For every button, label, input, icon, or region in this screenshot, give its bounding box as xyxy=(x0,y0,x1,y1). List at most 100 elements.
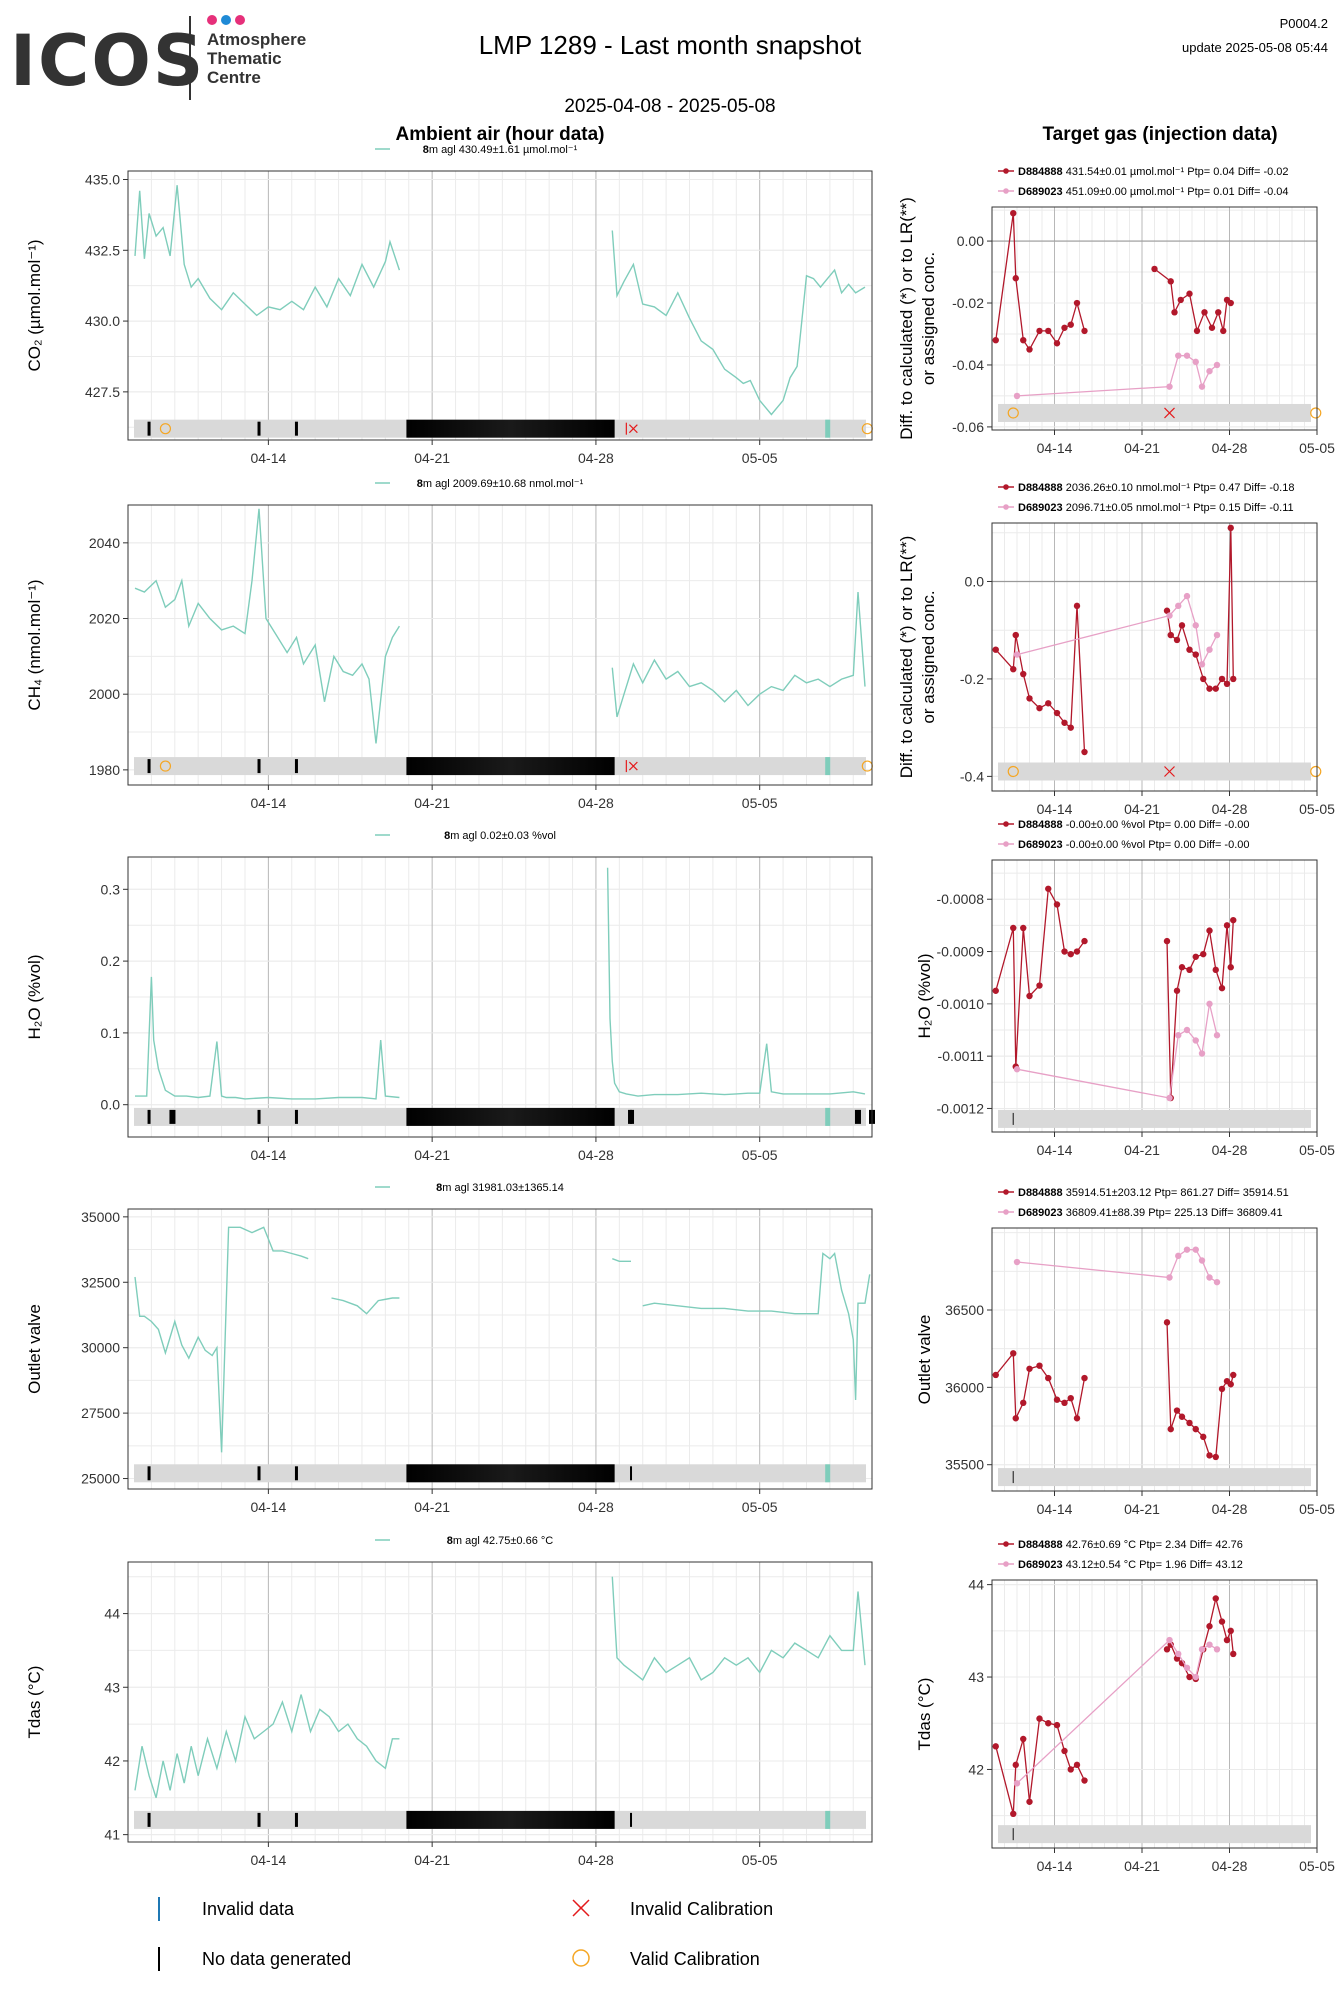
data-point-d884888 xyxy=(1215,309,1222,316)
valve-ambient-line xyxy=(331,1297,400,1315)
status-bar xyxy=(998,762,1311,781)
legend-swatch-dot xyxy=(1003,1209,1009,1215)
valid-cal-mark xyxy=(1007,407,1019,419)
legend-swatch-dot xyxy=(1003,821,1009,827)
data-point-d884888 xyxy=(1192,651,1199,658)
logo-subtitle: Atmosphere Thematic Centre xyxy=(207,30,306,87)
y-tick-label: -0.2 xyxy=(960,671,984,687)
y-axis-label: Outlet valve xyxy=(915,1315,934,1405)
plot-frame xyxy=(127,504,873,786)
y-tick-label: 0.00 xyxy=(957,233,984,249)
y-axis-label: or assigned conc. xyxy=(919,590,938,723)
data-point-d884888 xyxy=(1223,922,1231,929)
data-point-d884888 xyxy=(1212,966,1219,974)
invalid-cal-mark xyxy=(1164,407,1175,419)
ch4-target-panel: D884888 2036.26±0.10 nmol.mol⁻¹ Ptp= 0.4… xyxy=(987,482,1322,796)
y-tick-label: 432.5 xyxy=(85,242,120,258)
data-point-d689023 xyxy=(1206,646,1213,653)
data-point-d884888 xyxy=(1045,700,1052,707)
x-tick-label: 05-05 xyxy=(742,1147,778,1163)
y-tick-label: 32500 xyxy=(81,1274,120,1290)
data-point-d884888 xyxy=(1186,1673,1193,1681)
y-tick-label: 43 xyxy=(968,1669,984,1685)
h2o-ambient-line xyxy=(135,976,400,1100)
legend-text: m agl 0.02±0.03 %vol xyxy=(450,830,556,842)
y-axis-label: H₂O (%vol) xyxy=(25,955,44,1040)
data-point-d884888 xyxy=(1061,719,1068,726)
x-tick-label: 04-28 xyxy=(1212,440,1248,456)
data-point-d884888 xyxy=(992,1743,999,1750)
valve-target-line-d884888 xyxy=(995,1322,1234,1458)
data-point-d884888 xyxy=(1061,948,1068,955)
x-tick-label: 04-21 xyxy=(1124,801,1160,817)
no-data-mark-icon xyxy=(158,1947,160,1971)
data-point-d884888 xyxy=(1081,1777,1088,1784)
y-axis-label: CH₄ (nmol.mol⁻¹) xyxy=(25,579,44,710)
data-point-d884888 xyxy=(1201,309,1208,316)
data-point-d884888 xyxy=(1067,1766,1074,1773)
data-point-d884888 xyxy=(1026,1365,1033,1372)
series-legend-d689023: D689023 43.12±0.54 °C Ptp= 1.96 Diff= 43… xyxy=(1018,1559,1243,1571)
y-tick-label: 35000 xyxy=(81,1209,120,1225)
data-point-d689023 xyxy=(1175,1032,1182,1039)
y-tick-label: 42 xyxy=(968,1761,984,1777)
data-point-d884888 xyxy=(1206,1452,1213,1459)
logo-sub-line-1: Atmosphere xyxy=(207,30,307,49)
data-point-d884888 xyxy=(1163,937,1171,945)
legend-invalid-data: Invalid data xyxy=(150,1895,500,1925)
y-tick-label: -0.0011 xyxy=(938,1048,985,1064)
valid-cal-circle-icon xyxy=(572,1949,590,1967)
data-point-d884888 xyxy=(1178,1413,1186,1420)
h2o-ambient-panel: 8m agl 0.02±0.03 %vol xyxy=(123,830,875,1142)
data-point-d884888 xyxy=(1010,209,1017,217)
data-point-d884888 xyxy=(1186,646,1193,653)
x-tick-label: 04-14 xyxy=(1037,1501,1073,1517)
data-point-d884888 xyxy=(1186,966,1193,974)
data-point-d689023 xyxy=(1192,358,1199,366)
legend-text: 431.54±0.01 µmol.mol⁻¹ Ptp= 0.04 Diff= -… xyxy=(1066,166,1289,178)
y-tick-label: 27500 xyxy=(81,1405,120,1421)
co2-target-panel: D884888 431.54±0.01 µmol.mol⁻¹ Ptp= 0.04… xyxy=(987,166,1322,435)
y-tick-label: 2020 xyxy=(89,611,120,627)
legend-bold: 8 xyxy=(436,1182,442,1194)
x-tick-label: 05-05 xyxy=(1299,801,1335,817)
legend-name: D689023 xyxy=(1018,839,1066,851)
x-tick-label: 05-05 xyxy=(742,795,778,811)
data-point-d884888 xyxy=(1212,1453,1219,1461)
y-tick-label: 0.1 xyxy=(101,1025,121,1041)
data-point-d884888 xyxy=(1171,309,1178,316)
status-bar xyxy=(998,1825,1311,1844)
icos-logo: ICOS xyxy=(10,20,206,102)
data-point-d689023 xyxy=(1175,1252,1182,1260)
x-tick-label: 04-28 xyxy=(1212,801,1248,817)
x-tick-label: 04-21 xyxy=(1124,1501,1160,1517)
plot-frame xyxy=(127,1208,873,1490)
co2-ambient-line xyxy=(134,185,401,317)
y-tick-label: 30000 xyxy=(81,1340,120,1356)
data-point-d884888 xyxy=(1212,1595,1219,1602)
invalid-cal-mark xyxy=(628,761,638,771)
y-tick-label: -0.0010 xyxy=(937,996,985,1012)
data-point-d689023 xyxy=(1175,1650,1182,1658)
logo-sub-line-3: Centre xyxy=(207,68,261,87)
ch4-ambient-line xyxy=(134,508,400,744)
co2-target-line-d884888 xyxy=(995,213,1232,351)
data-point-d884888 xyxy=(1227,964,1234,971)
data-point-d884888 xyxy=(1218,675,1226,683)
y-axis-label: H₂O (%vol) xyxy=(915,954,934,1039)
logo-sub-line-2: Thematic xyxy=(207,49,282,68)
data-point-d689023 xyxy=(1013,1780,1021,1787)
status-data-mark xyxy=(825,757,831,776)
legend-name: D689023 xyxy=(1018,1207,1066,1219)
legend-name: D884888 xyxy=(1018,1187,1066,1199)
x-tick-label: 05-05 xyxy=(1299,1501,1335,1517)
data-point-d884888 xyxy=(1012,1761,1019,1769)
y-tick-label: 0.3 xyxy=(101,881,121,897)
y-axis-label: CO₂ (µmol.mol⁻¹) xyxy=(25,239,44,371)
data-point-d884888 xyxy=(1227,1627,1234,1635)
y-tick-label: 36000 xyxy=(945,1379,984,1395)
data-point-d884888 xyxy=(1020,336,1027,344)
status-bar xyxy=(998,403,1311,422)
series-legend-d884888: D884888 -0.00±0.00 %vol Ptp= 0.00 Diff= … xyxy=(1018,819,1250,831)
